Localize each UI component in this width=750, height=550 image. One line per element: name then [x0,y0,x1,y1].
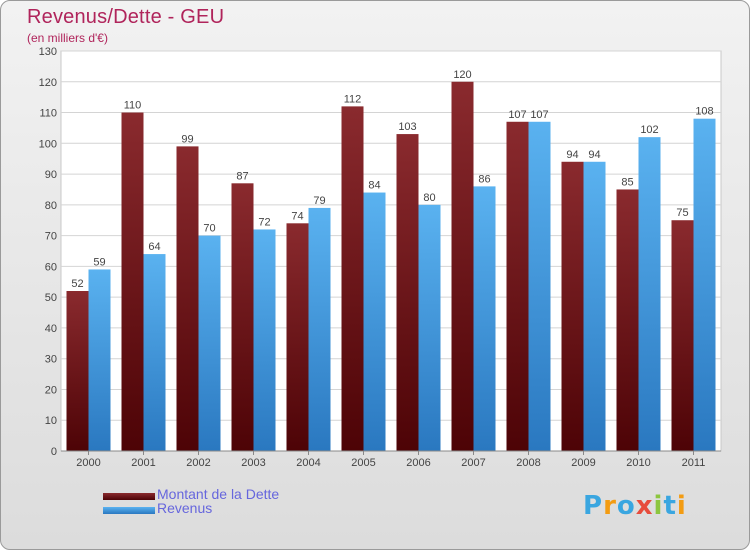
logo-letter: t [663,491,677,521]
y-tick-label: 20 [45,384,57,396]
bar-dette [396,134,419,452]
bar-dette [121,112,144,452]
y-tick-label: 90 [45,169,57,181]
data-label: 107 [530,109,548,121]
plot-area [60,50,722,452]
x-tick-label: 2005 [351,457,375,469]
data-label: 112 [344,93,362,105]
y-tick-label: 40 [45,323,57,335]
data-label: 120 [453,69,471,81]
chart-subtitle: (en milliers d'€) [27,31,108,45]
bar-dette [616,189,639,451]
proxiti-logo: Proxiti [583,491,687,521]
y-tick-label: 110 [39,108,57,120]
bar-dette [176,146,199,451]
bar-revenus [308,207,331,451]
bar-dette [286,223,309,451]
data-label: 59 [93,256,105,268]
x-tick-label: 2001 [131,457,155,469]
bar-revenus [583,161,606,451]
legend-swatch-revenus [103,507,155,514]
data-label: 74 [291,210,303,222]
y-tick-label: 0 [51,446,57,458]
x-tick-label: 2006 [406,457,430,469]
bar-dette [451,81,474,452]
bar-revenus [363,192,386,452]
x-tick-label: 2003 [241,457,265,469]
bar-dette [231,183,254,452]
y-tick-label: 70 [45,231,57,243]
bar-revenus [198,235,221,451]
data-label: 110 [124,100,142,112]
bar-dette [561,161,584,451]
logo-letter: P [583,491,604,521]
data-label: 72 [258,216,270,228]
data-label: 94 [588,149,600,161]
y-tick-label: 50 [45,292,57,304]
data-label: 79 [313,195,325,207]
x-tick-label: 2009 [571,457,595,469]
x-tick-label: 2002 [186,457,210,469]
logo-letter: r [603,491,617,521]
data-label: 86 [478,173,490,185]
y-tick-label: 100 [39,138,57,150]
bar-revenus [418,204,441,451]
data-label: 85 [621,176,633,188]
x-tick-label: 2004 [296,457,320,469]
data-label: 103 [398,121,416,133]
bar-dette [671,220,694,451]
data-label: 80 [423,192,435,204]
y-tick-label: 10 [45,415,57,427]
data-label: 64 [148,241,160,253]
chart-title: Revenus/Dette - GEU [27,6,225,28]
logo-letter: i [653,491,664,521]
bar-revenus [693,118,716,451]
bar-revenus [88,269,111,451]
bar-revenus [143,254,166,451]
x-tick-label: 2008 [516,457,540,469]
bar-revenus [253,229,276,451]
data-label: 52 [71,278,83,290]
logo-letter: o [616,491,636,521]
data-label: 87 [236,170,248,182]
bar-revenus [638,137,661,451]
bar-dette [341,106,364,451]
bar-dette [66,291,89,451]
logo-letter: x [635,491,654,521]
data-label: 102 [640,124,658,136]
bar-revenus [528,121,551,452]
data-label: 70 [203,223,215,235]
y-tick-label: 30 [45,354,57,366]
data-label: 108 [695,106,713,118]
y-tick-label: 60 [45,261,57,273]
y-tick-label: 120 [39,77,57,89]
logo-letter: i [676,491,687,521]
y-tick-label: 80 [45,200,57,212]
legend-label-revenus: Revenus [157,500,213,516]
data-label: 84 [368,180,380,192]
data-label: 94 [566,149,578,161]
data-label: 107 [508,109,526,121]
legend-label-debt: Montant de la Dette [157,486,280,502]
x-tick-label: 2011 [682,457,706,469]
x-tick-label: 2000 [76,457,100,469]
data-label: 75 [676,207,688,219]
bar-dette [506,121,529,452]
legend-swatch-debt [103,493,155,500]
x-tick-label: 2007 [461,457,485,469]
bar-revenus [473,186,496,451]
y-tick-label: 130 [39,46,57,58]
data-label: 99 [181,133,193,145]
x-tick-label: 2010 [626,457,650,469]
